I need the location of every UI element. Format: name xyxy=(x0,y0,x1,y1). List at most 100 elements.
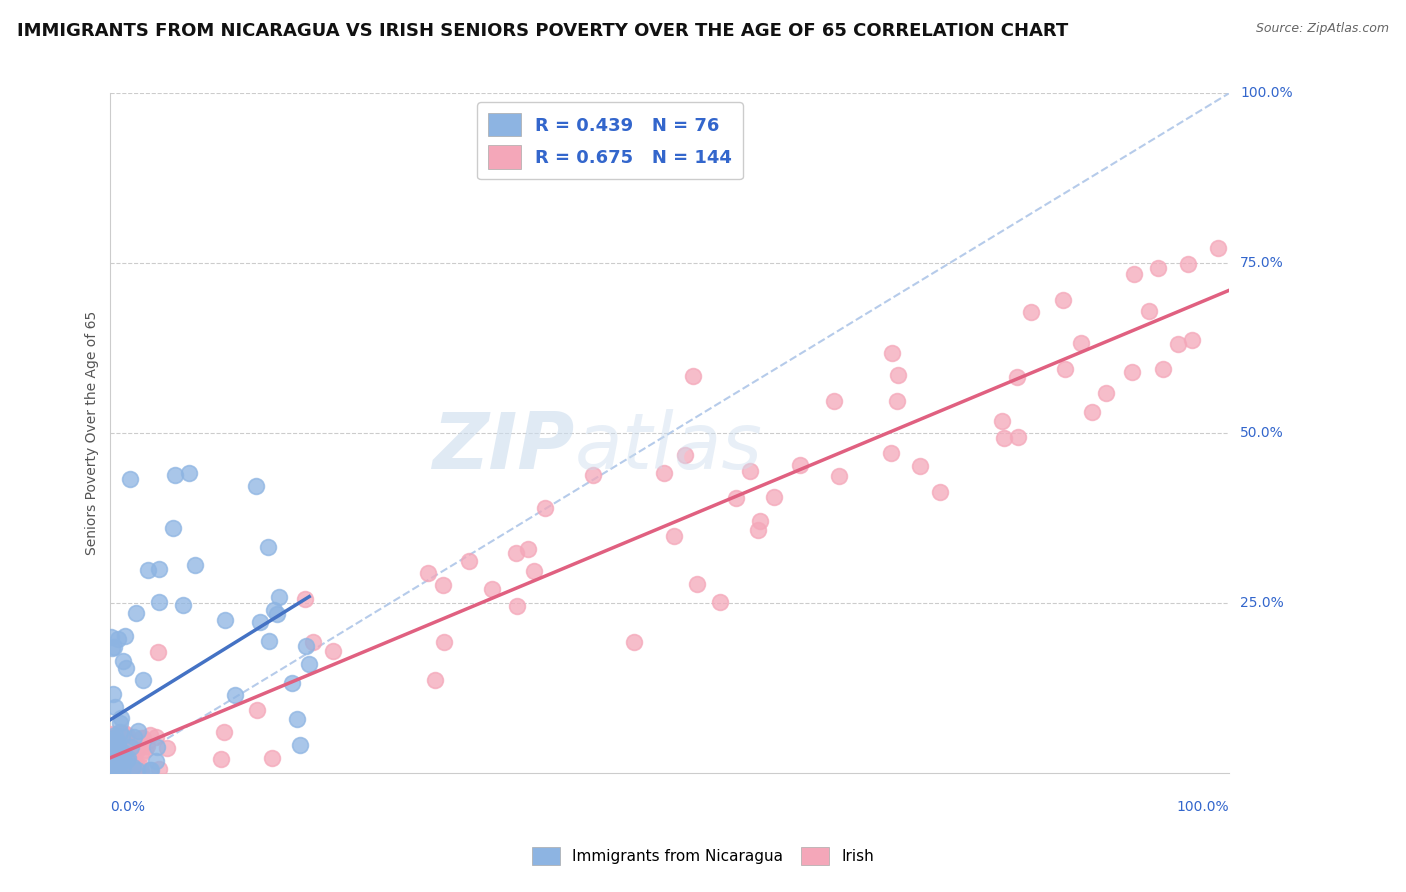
Point xyxy=(1121,365,1143,379)
Point xyxy=(101,756,124,770)
Point xyxy=(101,759,124,773)
Point xyxy=(249,615,271,630)
Point xyxy=(179,466,201,480)
Point xyxy=(886,393,908,408)
Point xyxy=(1070,336,1092,351)
Point xyxy=(823,394,845,409)
Point xyxy=(100,739,122,754)
Point xyxy=(103,749,125,764)
Text: 100.0%: 100.0% xyxy=(1240,87,1292,101)
Point xyxy=(101,736,124,750)
Point xyxy=(125,744,148,758)
Point xyxy=(118,739,141,754)
Point xyxy=(880,345,903,359)
Point xyxy=(101,748,124,763)
Point xyxy=(108,757,131,772)
Point xyxy=(139,728,162,742)
Point xyxy=(1095,386,1118,401)
Point xyxy=(101,763,124,777)
Point xyxy=(101,731,124,745)
Point xyxy=(100,733,122,747)
Point xyxy=(120,472,142,486)
Point xyxy=(103,747,125,761)
Point xyxy=(111,727,134,741)
Point xyxy=(148,595,170,609)
Point xyxy=(101,746,124,760)
Point xyxy=(138,563,160,577)
Point xyxy=(748,514,770,528)
Point xyxy=(184,558,207,573)
Point xyxy=(121,763,143,777)
Point xyxy=(136,739,159,754)
Text: 0.0%: 0.0% xyxy=(111,800,145,814)
Point xyxy=(505,546,527,560)
Point xyxy=(139,763,162,777)
Point xyxy=(139,763,162,777)
Point xyxy=(104,700,127,714)
Point xyxy=(120,740,142,755)
Point xyxy=(103,742,125,756)
Point xyxy=(134,743,156,757)
Point xyxy=(762,491,785,505)
Point xyxy=(100,741,122,756)
Point xyxy=(724,491,747,505)
Point xyxy=(108,745,131,759)
Point xyxy=(107,632,129,647)
Point xyxy=(111,750,134,764)
Point xyxy=(132,731,155,745)
Point xyxy=(129,762,152,776)
Text: ZIP: ZIP xyxy=(432,409,575,485)
Point xyxy=(100,756,122,771)
Point xyxy=(322,644,344,658)
Point xyxy=(533,501,555,516)
Point xyxy=(1123,268,1146,282)
Text: 50.0%: 50.0% xyxy=(1240,426,1284,441)
Point xyxy=(111,761,134,775)
Legend: Immigrants from Nicaragua, Irish: Immigrants from Nicaragua, Irish xyxy=(526,841,880,871)
Point xyxy=(104,748,127,763)
Point xyxy=(111,654,134,668)
Point xyxy=(111,751,134,765)
Point xyxy=(105,762,128,776)
Point xyxy=(523,564,546,578)
Point xyxy=(114,629,136,643)
Point xyxy=(121,759,143,773)
Point xyxy=(709,595,731,609)
Point xyxy=(212,725,235,739)
Point xyxy=(280,676,302,690)
Point xyxy=(105,736,128,750)
Point xyxy=(107,764,129,779)
Point xyxy=(114,731,136,746)
Point xyxy=(740,464,762,478)
Text: Source: ZipAtlas.com: Source: ZipAtlas.com xyxy=(1256,22,1389,36)
Point xyxy=(146,740,169,755)
Point xyxy=(100,740,122,755)
Point xyxy=(101,740,124,755)
Point xyxy=(747,523,769,537)
Point xyxy=(245,479,267,493)
Point xyxy=(290,738,312,752)
Point xyxy=(581,468,603,483)
Point xyxy=(114,764,136,779)
Point xyxy=(105,734,128,748)
Point xyxy=(101,761,124,775)
Point xyxy=(1152,362,1174,376)
Point xyxy=(682,369,704,384)
Point xyxy=(298,657,321,671)
Point xyxy=(887,368,910,382)
Point xyxy=(104,747,127,761)
Point xyxy=(214,613,236,627)
Point xyxy=(162,521,184,535)
Point xyxy=(101,740,124,755)
Point xyxy=(295,639,318,653)
Point xyxy=(156,740,179,755)
Point xyxy=(246,703,269,717)
Point xyxy=(114,731,136,746)
Point xyxy=(101,733,124,747)
Point xyxy=(112,738,135,752)
Point xyxy=(115,661,138,675)
Point xyxy=(652,466,675,480)
Point xyxy=(100,756,122,770)
Point xyxy=(103,758,125,772)
Point xyxy=(224,688,246,702)
